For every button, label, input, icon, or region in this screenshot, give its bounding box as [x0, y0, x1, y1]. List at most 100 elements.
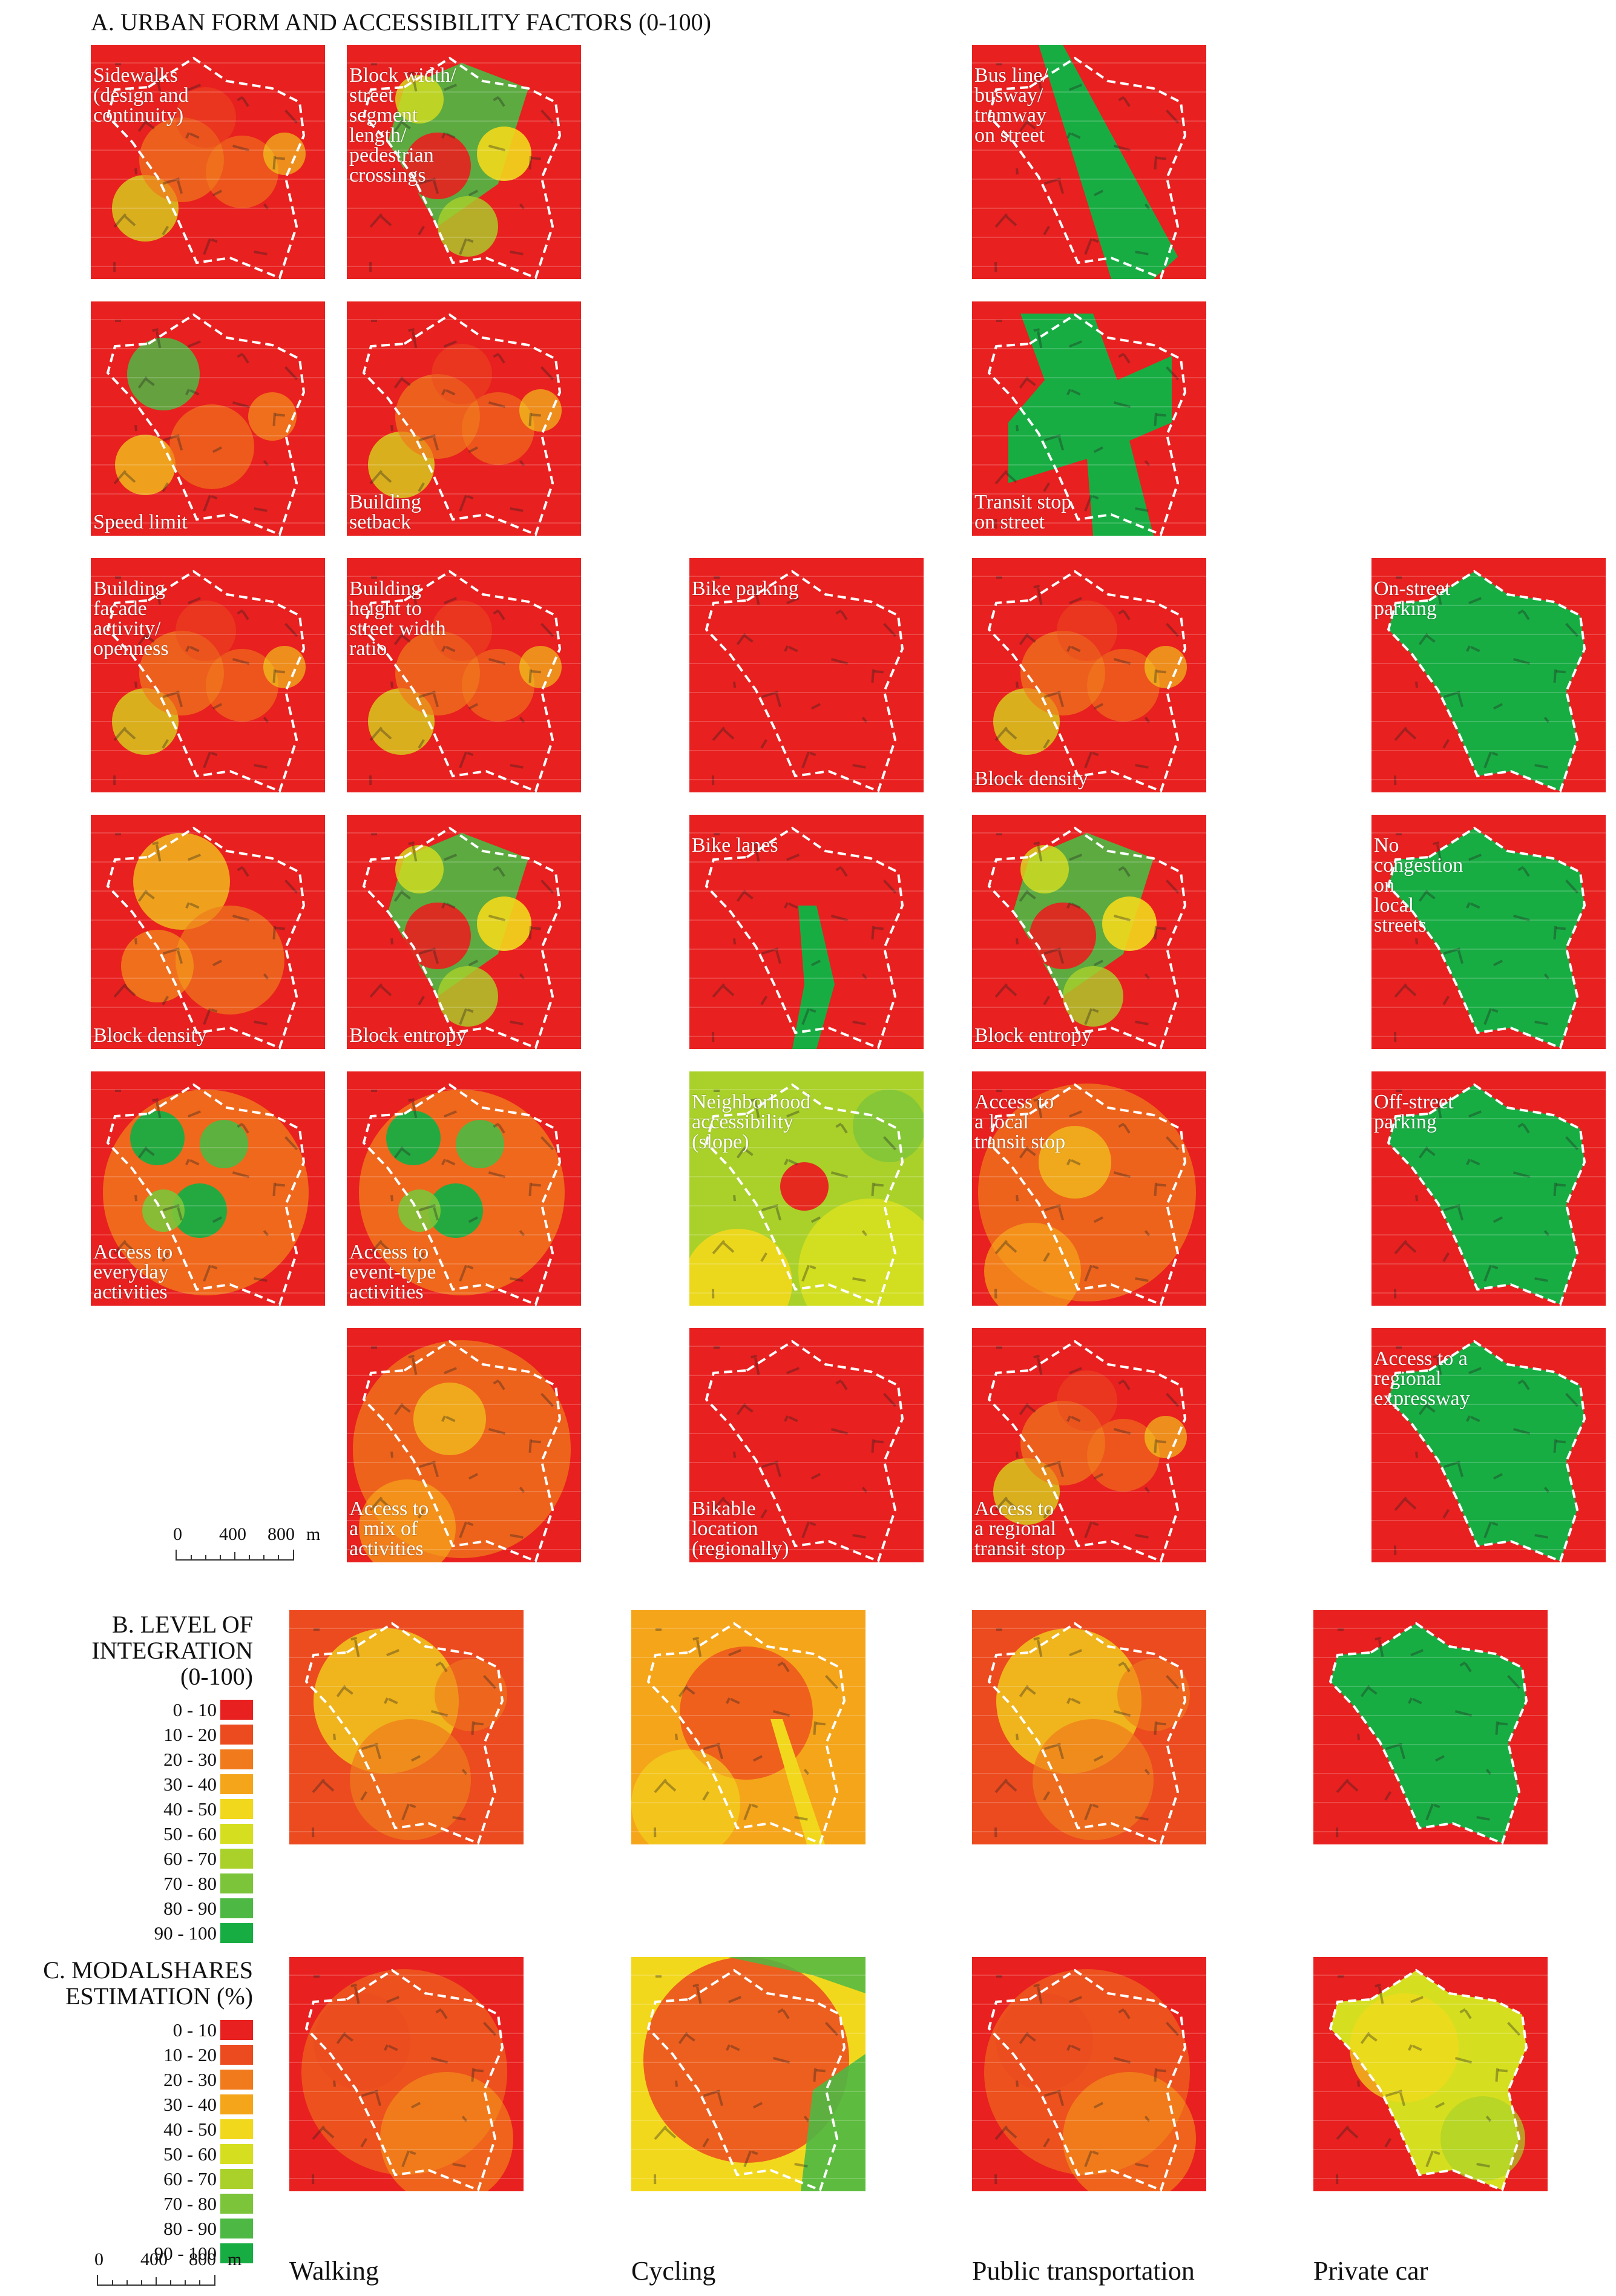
factor-map: Access to a regional transit stop — [972, 1328, 1206, 1562]
map-graphic — [689, 558, 924, 792]
scale-label: 400 — [219, 1524, 246, 1544]
legend-label: 10 - 20 — [163, 2044, 217, 2065]
factor-map: Access to a mix of activities — [347, 1328, 581, 1562]
factor-label: Neighborhood accessibility (slope) — [692, 1091, 811, 1153]
scale-label: 0 — [94, 2249, 103, 2269]
scale-tick — [156, 2277, 157, 2284]
factor-label: Block density — [93, 1024, 207, 1047]
factor-map: Block density — [972, 558, 1206, 792]
factor-label: No congestion on local streets — [1374, 834, 1463, 936]
map-graphic — [91, 815, 325, 1049]
legend-swatch — [220, 1700, 253, 1720]
legend-item: 90 - 100 — [0, 1921, 253, 1946]
factor-map: Access to a regional expressway — [1371, 1328, 1606, 1562]
legend-item: 40 - 50 — [0, 2117, 253, 2142]
legend-label: 30 - 40 — [163, 2094, 217, 2115]
legend-c: 0 - 10 10 - 20 20 - 30 30 - 40 40 - 50 50 - 6… — [0, 2018, 253, 2266]
factor-map: Neighborhood accessibility (slope) — [689, 1071, 924, 1306]
map-graphic — [91, 301, 325, 536]
factor-map: Block density — [91, 815, 325, 1049]
legend-label: 40 - 50 — [163, 1798, 217, 1820]
legend-label: 20 - 30 — [163, 2069, 217, 2090]
map-graphic — [689, 815, 924, 1049]
scale-tick — [141, 2280, 142, 2284]
map-graphic — [1313, 1957, 1548, 2191]
map-graphic — [289, 1610, 524, 1844]
factor-label: Bus line/busway/tramway on street — [974, 64, 1048, 146]
factor-label: Access to a mix of activities — [349, 1498, 429, 1560]
legend-label: 90 - 100 — [154, 2243, 217, 2264]
map-graphic — [91, 1071, 325, 1306]
factor-label: Building setback — [349, 491, 422, 533]
factor-label: Bike parking — [692, 577, 799, 600]
mode-label-cycling: Cycling — [631, 2256, 716, 2286]
legend-b: 0 - 10 10 - 20 20 - 30 30 - 40 40 - 50 50 - 6… — [0, 1698, 253, 1946]
legend-swatch — [220, 1873, 253, 1893]
legend-item: 70 - 80 — [0, 2192, 253, 2217]
map-graphic — [972, 1957, 1206, 2191]
map-graphic — [689, 1328, 924, 1562]
scale-label: m — [306, 1524, 321, 1544]
factor-label: Access to everyday activities — [93, 1241, 173, 1303]
factor-map: Transit stop on street — [972, 301, 1206, 536]
integration-map-walking — [289, 1610, 524, 1844]
map-graphic — [972, 815, 1206, 1049]
legend-swatch — [220, 1799, 253, 1819]
map-graphic — [289, 1957, 524, 2191]
legend-item: 20 - 30 — [0, 2068, 253, 2093]
section-c-title-line: C. MODALSHARES — [43, 1956, 253, 1984]
scale-bar-line — [97, 2275, 215, 2286]
factor-map: Block width/street segment length/pedestri… — [347, 45, 581, 279]
scale-tick — [278, 1555, 279, 1559]
map-graphic — [91, 45, 325, 279]
legend-item: 50 - 60 — [0, 2142, 253, 2167]
legend-swatch — [220, 2169, 253, 2189]
legend-label: 0 - 10 — [172, 2019, 217, 2041]
legend-item: 60 - 70 — [0, 1847, 253, 1872]
legend-label: 60 - 70 — [163, 2168, 217, 2189]
legend-swatch — [220, 2045, 253, 2065]
scale-tick — [112, 2280, 113, 2284]
legend-label: 40 - 50 — [163, 2119, 217, 2140]
scale-tick — [205, 1555, 206, 1559]
scale-tick — [191, 1555, 192, 1559]
legend-label: 10 - 20 — [163, 1724, 217, 1745]
section-c-title-line: ESTIMATION (%) — [65, 1982, 253, 2010]
factor-map: Access to everyday activities — [91, 1071, 325, 1306]
map-graphic — [1371, 1328, 1606, 1562]
legend-label: 30 - 40 — [163, 1774, 217, 1795]
factor-map: Block entropy — [347, 815, 581, 1049]
legend-item: 0 - 10 — [0, 1698, 253, 1723]
section-c-title: C. MODALSHARES ESTIMATION (%) — [0, 1957, 253, 2011]
factor-map: Block entropy — [972, 815, 1206, 1049]
integration-map-cycling — [631, 1610, 865, 1844]
map-graphic — [347, 45, 581, 279]
map-graphic — [347, 1071, 581, 1306]
legend-swatch — [220, 1725, 253, 1745]
factor-label: Sidewalks (design and continuity) — [93, 64, 189, 127]
factor-label: Block width/street segment length/pedestri… — [349, 64, 456, 186]
factor-map: Speed limit — [91, 301, 325, 536]
legend-swatch — [220, 2194, 253, 2214]
factor-label: Access to a regional transit stop — [974, 1498, 1066, 1560]
map-graphic — [631, 1610, 865, 1844]
scale-bar: 0 400 800 m — [173, 1524, 324, 1567]
factor-map: Bike lanes — [689, 815, 924, 1049]
scale-tick — [234, 1552, 235, 1559]
map-graphic — [347, 1328, 581, 1562]
factor-map: Access to event-type activities — [347, 1071, 581, 1306]
section-b-title-line: INTEGRATION — [91, 1637, 253, 1664]
legend-label: 80 - 90 — [163, 1898, 217, 1919]
factor-label: Off-street parking — [1374, 1091, 1454, 1133]
legend-item: 10 - 20 — [0, 2043, 253, 2068]
scale-tick — [170, 2280, 171, 2284]
legend-label: 90 - 100 — [154, 1923, 217, 1944]
map-graphic — [347, 301, 581, 536]
legend-label: 50 - 60 — [163, 2143, 217, 2165]
scale-tick — [199, 2280, 200, 2284]
legend-item: 30 - 40 — [0, 1772, 253, 1797]
factor-label: Building facade activity/openness — [93, 577, 169, 660]
factor-map: Bikable location (regionally) — [689, 1328, 924, 1562]
factor-label: Building height to street width ratio — [349, 577, 446, 660]
factor-label: Bike lanes — [692, 834, 778, 857]
